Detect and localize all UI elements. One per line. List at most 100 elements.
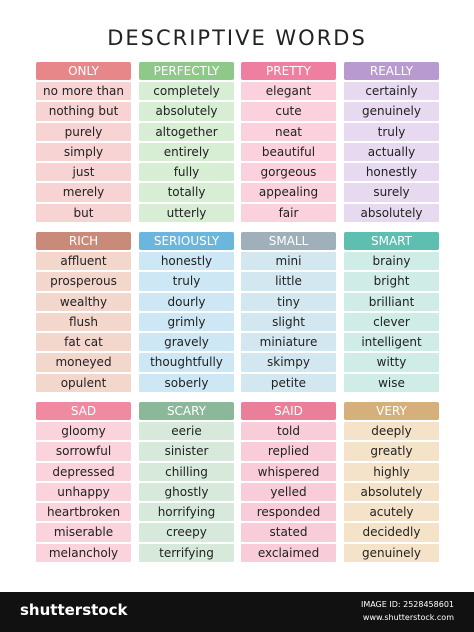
word: absolutely bbox=[139, 102, 234, 121]
group-heading: SCARY bbox=[139, 402, 234, 420]
site: www.shutterstock.com bbox=[362, 613, 454, 622]
word: gloomy bbox=[36, 422, 131, 441]
word: totally bbox=[139, 183, 234, 202]
group-heading: ONLY bbox=[36, 62, 131, 80]
word: honestly bbox=[139, 252, 234, 271]
group-heading: SMALL bbox=[241, 232, 336, 250]
word: miniature bbox=[241, 333, 336, 352]
word: actually bbox=[344, 142, 439, 162]
word: deeply bbox=[344, 422, 439, 441]
word: wise bbox=[344, 373, 439, 393]
word: absolutely bbox=[344, 203, 439, 223]
word: melancholy bbox=[36, 543, 131, 563]
word: merely bbox=[36, 183, 131, 202]
word: utterly bbox=[139, 203, 234, 223]
group-heading: VERY bbox=[344, 402, 439, 420]
word-group: SERIOUSLY honestly truly dourly grimly gravel… bbox=[139, 232, 234, 394]
word: replied bbox=[241, 442, 336, 461]
group-heading: SAID bbox=[241, 402, 336, 420]
word: brilliant bbox=[344, 292, 439, 311]
word: but bbox=[36, 203, 131, 223]
word: fat cat bbox=[36, 333, 131, 352]
word: affluent bbox=[36, 252, 131, 271]
word: greatly bbox=[344, 442, 439, 461]
word-group: ONLY no more than nothing but purely simply j… bbox=[36, 62, 131, 224]
footer: shutterstock IMAGE ID: 2528458601 www.sh… bbox=[0, 592, 474, 632]
word-group: SCARY eerie sinister chilling ghostly horrify… bbox=[139, 402, 234, 564]
word: chilling bbox=[139, 462, 234, 481]
word: wealthy bbox=[36, 292, 131, 311]
word: petite bbox=[241, 373, 336, 393]
word: fair bbox=[241, 203, 336, 223]
word: cute bbox=[241, 102, 336, 121]
image-id: IMAGE ID: 2528458601 bbox=[360, 600, 454, 609]
group-heading: PRETTY bbox=[241, 62, 336, 80]
word: heartbroken bbox=[36, 503, 131, 522]
word: prosperous bbox=[36, 272, 131, 291]
word: sorrowful bbox=[36, 442, 131, 461]
word-group: PRETTY elegant cute neat beautiful gorgeous ap… bbox=[241, 62, 336, 224]
word: absolutely bbox=[344, 482, 439, 502]
word: mini bbox=[241, 252, 336, 271]
title: DESCRIPTIVE WORDS bbox=[107, 26, 367, 50]
word-group: REALLY certainly genuinely truly actually hon… bbox=[344, 62, 439, 224]
word: no more than bbox=[36, 82, 131, 101]
group-heading: RICH bbox=[36, 232, 131, 250]
word: surely bbox=[344, 183, 439, 202]
word: grimly bbox=[139, 312, 234, 332]
word: beautiful bbox=[241, 142, 336, 162]
word: ghostly bbox=[139, 482, 234, 502]
word: miserable bbox=[36, 523, 131, 542]
word: depressed bbox=[36, 462, 131, 481]
word: altogether bbox=[139, 122, 234, 141]
word: certainly bbox=[344, 82, 439, 101]
word: creepy bbox=[139, 523, 234, 542]
word: stated bbox=[241, 523, 336, 542]
word: flush bbox=[36, 312, 131, 332]
word: unhappy bbox=[36, 482, 131, 502]
word: soberly bbox=[139, 373, 234, 393]
word: skimpy bbox=[241, 353, 336, 372]
word: just bbox=[36, 163, 131, 182]
word: intelligent bbox=[344, 333, 439, 352]
word: highly bbox=[344, 462, 439, 481]
word: purely bbox=[36, 122, 131, 141]
word: eerie bbox=[139, 422, 234, 441]
word: appealing bbox=[241, 183, 336, 202]
word: acutely bbox=[344, 503, 439, 522]
word: witty bbox=[344, 353, 439, 372]
word: slight bbox=[241, 312, 336, 332]
word: honestly bbox=[344, 163, 439, 182]
word: fully bbox=[139, 163, 234, 182]
word-group: SMART brainy bright brilliant clever intellig… bbox=[344, 232, 439, 394]
word: nothing but bbox=[36, 102, 131, 121]
word: terrifying bbox=[139, 543, 234, 563]
word: exclaimed bbox=[241, 543, 336, 563]
word: thoughtfully bbox=[139, 353, 234, 372]
word: entirely bbox=[139, 142, 234, 162]
group-heading: REALLY bbox=[344, 62, 439, 80]
word-group: SAID told replied whispered yelled responded s… bbox=[241, 402, 336, 564]
word-group: RICH affluent prosperous wealthy flush fat ca… bbox=[36, 232, 131, 394]
word: moneyed bbox=[36, 353, 131, 372]
word: responded bbox=[241, 503, 336, 522]
word: simply bbox=[36, 142, 131, 162]
word: brainy bbox=[344, 252, 439, 271]
word: yelled bbox=[241, 482, 336, 502]
word: told bbox=[241, 422, 336, 441]
word: whispered bbox=[241, 462, 336, 481]
word-group: PERFECTLY completely absolutely altogether e… bbox=[139, 62, 234, 224]
word-group: SAD gloomy sorrowful depressed unhappy heartb… bbox=[36, 402, 131, 564]
group-heading: SERIOUSLY bbox=[139, 232, 234, 250]
word: clever bbox=[344, 312, 439, 332]
word: tiny bbox=[241, 292, 336, 311]
word: neat bbox=[241, 122, 336, 141]
word: completely bbox=[139, 82, 234, 101]
word-group: SMALL mini little tiny slight miniature skimpy… bbox=[241, 232, 336, 394]
group-heading: SAD bbox=[36, 402, 131, 420]
word: genuinely bbox=[344, 102, 439, 121]
word: elegant bbox=[241, 82, 336, 101]
word: little bbox=[241, 272, 336, 291]
word: gravely bbox=[139, 333, 234, 352]
